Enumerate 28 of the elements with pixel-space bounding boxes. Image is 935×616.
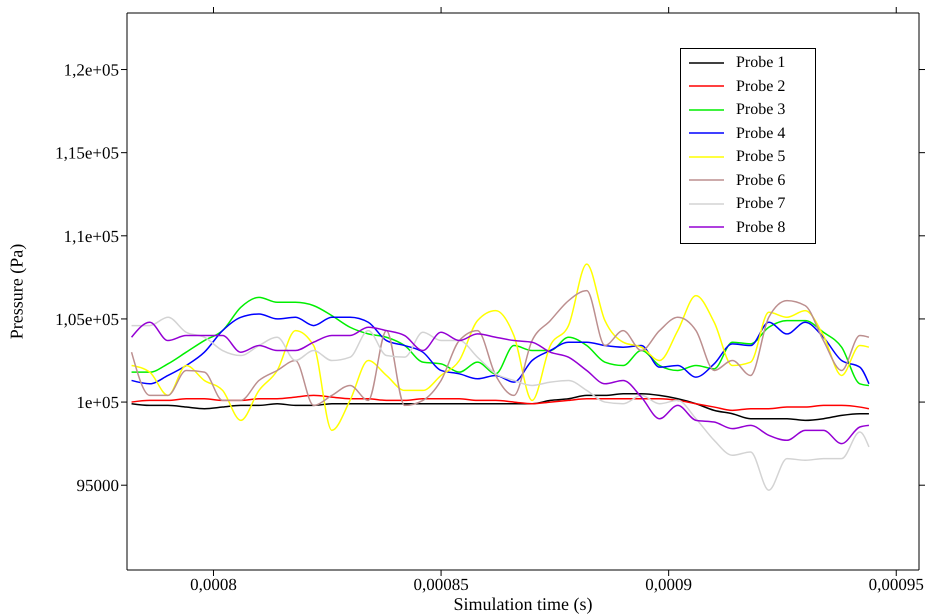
y-tick-label: 1,05e+05 (55, 310, 119, 329)
line-series (130, 296, 870, 386)
x-tick-label: 0,0009 (645, 575, 692, 594)
line-series (130, 290, 870, 406)
y-tick-label: 1,15e+05 (55, 144, 119, 163)
legend-label: Probe 7 (736, 194, 786, 214)
legend-label: Probe 4 (736, 124, 786, 144)
line-series (130, 394, 870, 412)
line-series (130, 263, 870, 432)
line-series (130, 313, 870, 385)
legend-label: Probe 6 (736, 170, 786, 190)
y-tick-label: 1e+05 (76, 393, 119, 412)
legend-label: Probe 1 (736, 53, 786, 73)
legend-label: Probe 8 (736, 218, 786, 238)
x-tick-label: 0,0008 (190, 575, 237, 594)
legend-label: Probe 2 (736, 76, 786, 96)
x-tick-label: 0,00085 (413, 575, 469, 594)
y-tick-label: 1,2e+05 (64, 60, 119, 80)
legend-label: Probe 5 (736, 147, 786, 167)
line-series (130, 316, 870, 491)
y-tick-label: 95000 (76, 476, 119, 496)
line-series (130, 393, 870, 422)
line-series (130, 322, 870, 444)
y-tick-label: 1,1e+05 (64, 226, 119, 246)
y-axis-title: Pressure (Pa) (6, 244, 26, 340)
x-tick-label: 0,00095 (868, 575, 924, 594)
legend-label: Probe 3 (736, 100, 786, 120)
x-axis-title: Simulation time (s) (454, 594, 592, 614)
